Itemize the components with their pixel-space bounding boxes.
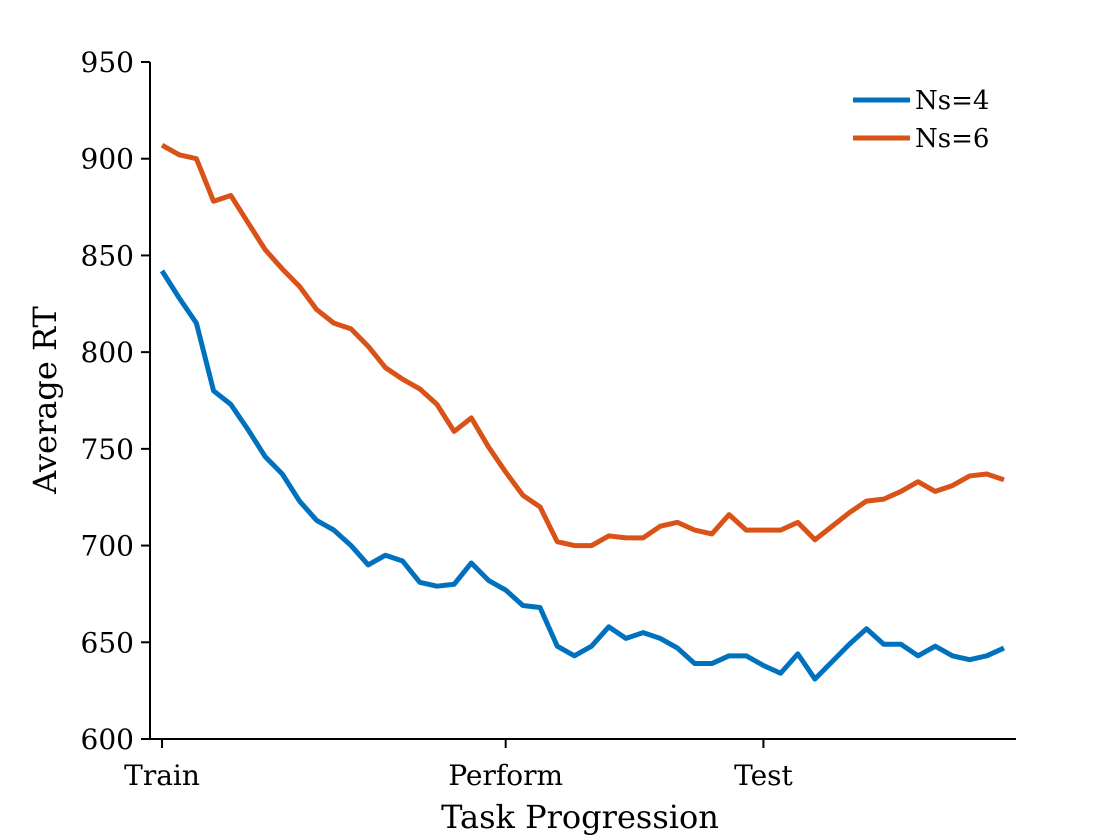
y-axis-title: Average RT [26, 306, 64, 495]
series-group [159, 142, 1005, 682]
y-tick-label: 950 [81, 46, 134, 79]
y-tick-label: 850 [81, 239, 134, 272]
y-tick-label: 750 [81, 433, 134, 466]
y-tick-label: 900 [81, 143, 134, 176]
y-tick-label: 700 [81, 530, 134, 563]
legend: Ns=4 Ns=6 [853, 86, 989, 154]
series-line-1 [159, 269, 1005, 682]
x-ticks: Train Perform Test [124, 739, 794, 792]
axes [149, 62, 1016, 740]
y-ticks: 600 650 700 750 800 850 900 950 [81, 46, 150, 756]
y-tick-label: 800 [81, 336, 134, 369]
x-tick-label: Train [124, 759, 200, 792]
x-axis-title: Task Progression [441, 798, 719, 836]
legend-label: Ns=6 [915, 124, 989, 154]
legend-label: Ns=4 [915, 86, 989, 116]
x-tick-label: Test [734, 759, 793, 792]
series-line-2 [160, 142, 1005, 549]
x-tick-label: Perform [448, 759, 563, 792]
y-tick-label: 600 [81, 723, 134, 756]
y-tick-label: 650 [81, 626, 134, 659]
